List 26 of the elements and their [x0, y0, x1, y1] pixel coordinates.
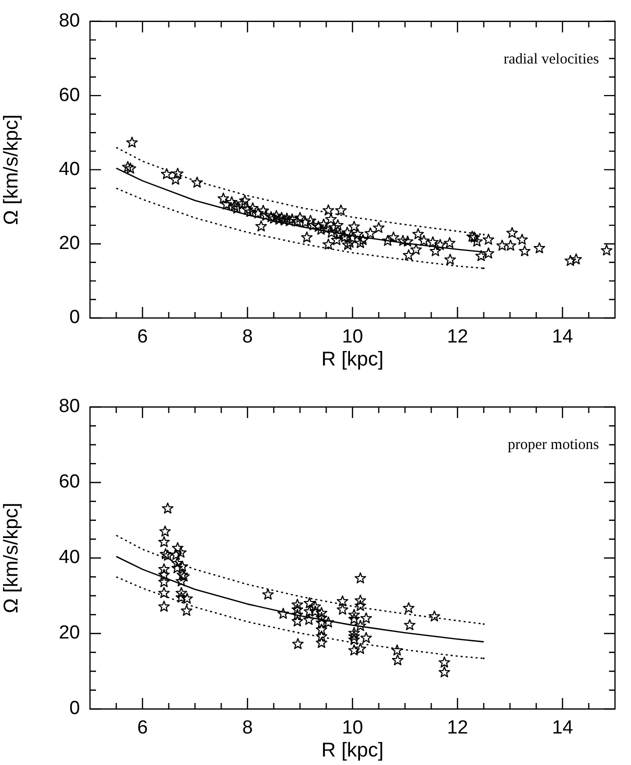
annotation: proper motions: [508, 436, 600, 453]
x-tick-label: 10: [342, 718, 364, 739]
x-tick-label: 10: [342, 326, 364, 348]
y-tick-label: 60: [58, 472, 80, 493]
y-tick-label: 60: [58, 84, 80, 106]
y-tick-label: 40: [58, 158, 80, 180]
x-tick-label: 6: [137, 326, 148, 348]
y-axis-title: Ω [km/s/kpc]: [0, 114, 23, 225]
x-tick-label: 8: [242, 326, 253, 348]
x-tick-label: 8: [242, 718, 253, 739]
x-tick-label: 14: [552, 718, 574, 739]
annotation: radial velocities: [504, 51, 600, 68]
x-tick-label: 6: [137, 718, 148, 739]
x-axis-title: R [kpc]: [321, 348, 384, 371]
x-axis-title: R [kpc]: [321, 740, 384, 762]
y-tick-label: 0: [69, 698, 80, 720]
y-tick-label: 0: [69, 307, 80, 328]
x-tick-label: 14: [552, 326, 574, 348]
y-tick-label: 80: [58, 396, 80, 418]
y-tick-label: 20: [58, 233, 80, 254]
y-tick-label: 80: [58, 10, 80, 32]
y-tick-label: 20: [58, 622, 80, 644]
y-tick-label: 40: [58, 547, 80, 568]
y-axis-title: Ω [km/s/kpc]: [0, 502, 23, 614]
x-tick-label: 12: [446, 718, 468, 739]
x-tick-label: 12: [446, 326, 468, 348]
